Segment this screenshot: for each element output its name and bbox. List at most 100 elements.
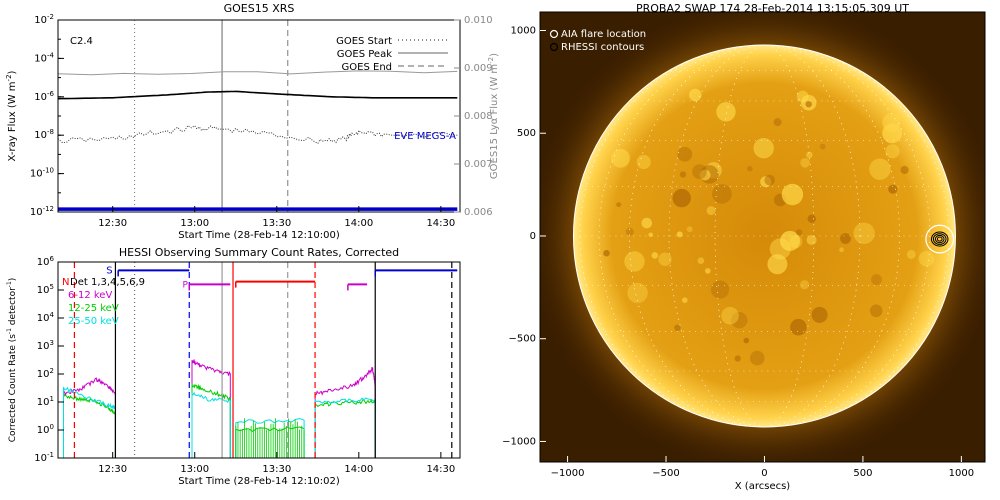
sun-feature	[672, 188, 691, 208]
goes-y2tick-label: 0.007	[464, 159, 493, 170]
hessi-series-1	[191, 383, 231, 458]
hessi-xtick-label: 12:30	[98, 464, 127, 475]
rhessi-contour	[936, 236, 943, 242]
sun-feature	[716, 102, 736, 122]
hessi-legend-label: 12-25 keV	[68, 303, 119, 314]
swap-xtick-label: 1000	[949, 468, 974, 479]
sun-feature	[710, 280, 730, 299]
hessi-series-2	[314, 397, 376, 458]
hessi-series-2	[63, 386, 116, 458]
sun-feature	[627, 282, 648, 304]
sun-feature	[882, 123, 902, 144]
hessi-series-0	[191, 359, 231, 458]
sun-feature	[906, 249, 916, 259]
goes-ytick-label: 10-10	[30, 167, 54, 180]
sun-feature	[712, 184, 732, 204]
hessi-title: HESSI Observing Summary Count Rates, Cor…	[119, 246, 399, 259]
swap-xtick-label: −1000	[551, 468, 585, 479]
sun-feature	[611, 148, 630, 168]
goes-xtick-label: 14:30	[426, 218, 455, 229]
goes-series-2	[57, 70, 458, 76]
sun-feature	[790, 318, 807, 336]
swap-xtick-label: 0	[761, 468, 767, 479]
sun-feature	[819, 143, 826, 150]
sun-feature	[888, 184, 898, 194]
sun-feature	[900, 165, 909, 175]
sun-feature	[706, 206, 716, 216]
hessi-ytick-label: 106	[37, 255, 55, 268]
sun-feature	[806, 151, 813, 159]
hessi-legend-label: 6-12 keV	[68, 290, 112, 301]
goes-title: GOES15 XRS	[224, 2, 295, 15]
hessi-marker-n: N	[62, 277, 69, 288]
sun-feature	[648, 232, 653, 238]
goes-panel: GOES15 XRS 10-12 10-10 10-8 10-6 10-4 10-2 0.00…	[5, 2, 500, 241]
sun-feature	[747, 165, 753, 172]
goes-ytick-label: 10-8	[34, 128, 54, 141]
sun-feature	[734, 355, 741, 362]
goes-y2tick-label: 0.010	[464, 15, 493, 26]
rhessi-contour	[932, 233, 947, 245]
goes-xlabel: Start Time (28-Feb-14 12:10:00)	[178, 230, 340, 241]
hessi-marker-s: S	[106, 265, 112, 276]
sun-feature	[869, 158, 891, 180]
goes-xtick-label: 13:00	[180, 218, 209, 229]
sun-feature	[805, 101, 812, 108]
sun-feature	[679, 171, 687, 178]
swap-frame	[539, 11, 986, 463]
sun-feature	[764, 174, 775, 186]
swap-xtick-label: −500	[652, 468, 679, 479]
hessi-ytick-label: 10-1	[34, 451, 54, 464]
hessi-series-1	[314, 399, 376, 458]
sun-feature	[807, 214, 816, 223]
goes-series-0	[57, 90, 458, 100]
aia-flare-circle	[925, 224, 955, 254]
hessi-series-2	[235, 417, 305, 458]
sun-feature	[753, 138, 774, 159]
sun-feature	[885, 144, 900, 159]
sun-feature	[616, 202, 622, 208]
sun-feature	[780, 230, 800, 251]
goes-ytick-label: 10-2	[34, 13, 54, 26]
sun-feature	[674, 324, 681, 332]
sun-feature	[689, 88, 702, 102]
hessi-series-1	[235, 426, 305, 458]
hessi-ytick-label: 101	[37, 395, 54, 408]
sun-feature	[705, 268, 711, 274]
swap-legend-marker	[549, 42, 559, 52]
sun-feature	[651, 252, 659, 259]
sun-feature	[767, 254, 788, 275]
goes-flare-class: C2.4	[70, 36, 93, 47]
hessi-series-2	[191, 391, 231, 458]
sun-feature	[677, 146, 693, 162]
swap-ytick-label: −1000	[502, 436, 536, 447]
sun-feature	[749, 350, 765, 366]
sun-feature	[721, 306, 739, 325]
sun-feature	[806, 235, 817, 245]
goes-legend-label: GOES Peak	[337, 49, 392, 60]
sun-feature	[692, 164, 707, 180]
hessi-xtick-label: 13:30	[262, 464, 291, 475]
sun-feature	[636, 154, 651, 170]
swap-legend-label: AIA flare location	[561, 29, 646, 40]
sun-feature	[686, 226, 693, 233]
goes-ytick-label: 10-12	[30, 205, 54, 218]
goes-xtick-label: 14:00	[344, 218, 373, 229]
hessi-xtick-label: 14:00	[344, 464, 373, 475]
hessi-xlabel: Start Time (28-Feb-14 12:10:02)	[178, 476, 340, 487]
goes-y2tick-label: 0.008	[464, 111, 493, 122]
sun-grid-lon	[714, 44, 815, 428]
hessi-ytick-label: 104	[37, 311, 55, 324]
sun-feature	[799, 280, 810, 290]
hessi-frame	[57, 261, 461, 459]
sun-feature	[869, 304, 883, 318]
goes-legend-label: GOES End	[342, 62, 392, 73]
sun-feature	[731, 312, 748, 329]
goes-series-1	[57, 124, 458, 145]
hessi-legend-label: 25-50 keV	[68, 316, 119, 327]
sun-feature	[682, 297, 688, 304]
sun-feature	[839, 247, 844, 253]
goes-xtick-label: 13:30	[262, 218, 291, 229]
goes-ytick-label: 10-6	[34, 90, 54, 103]
